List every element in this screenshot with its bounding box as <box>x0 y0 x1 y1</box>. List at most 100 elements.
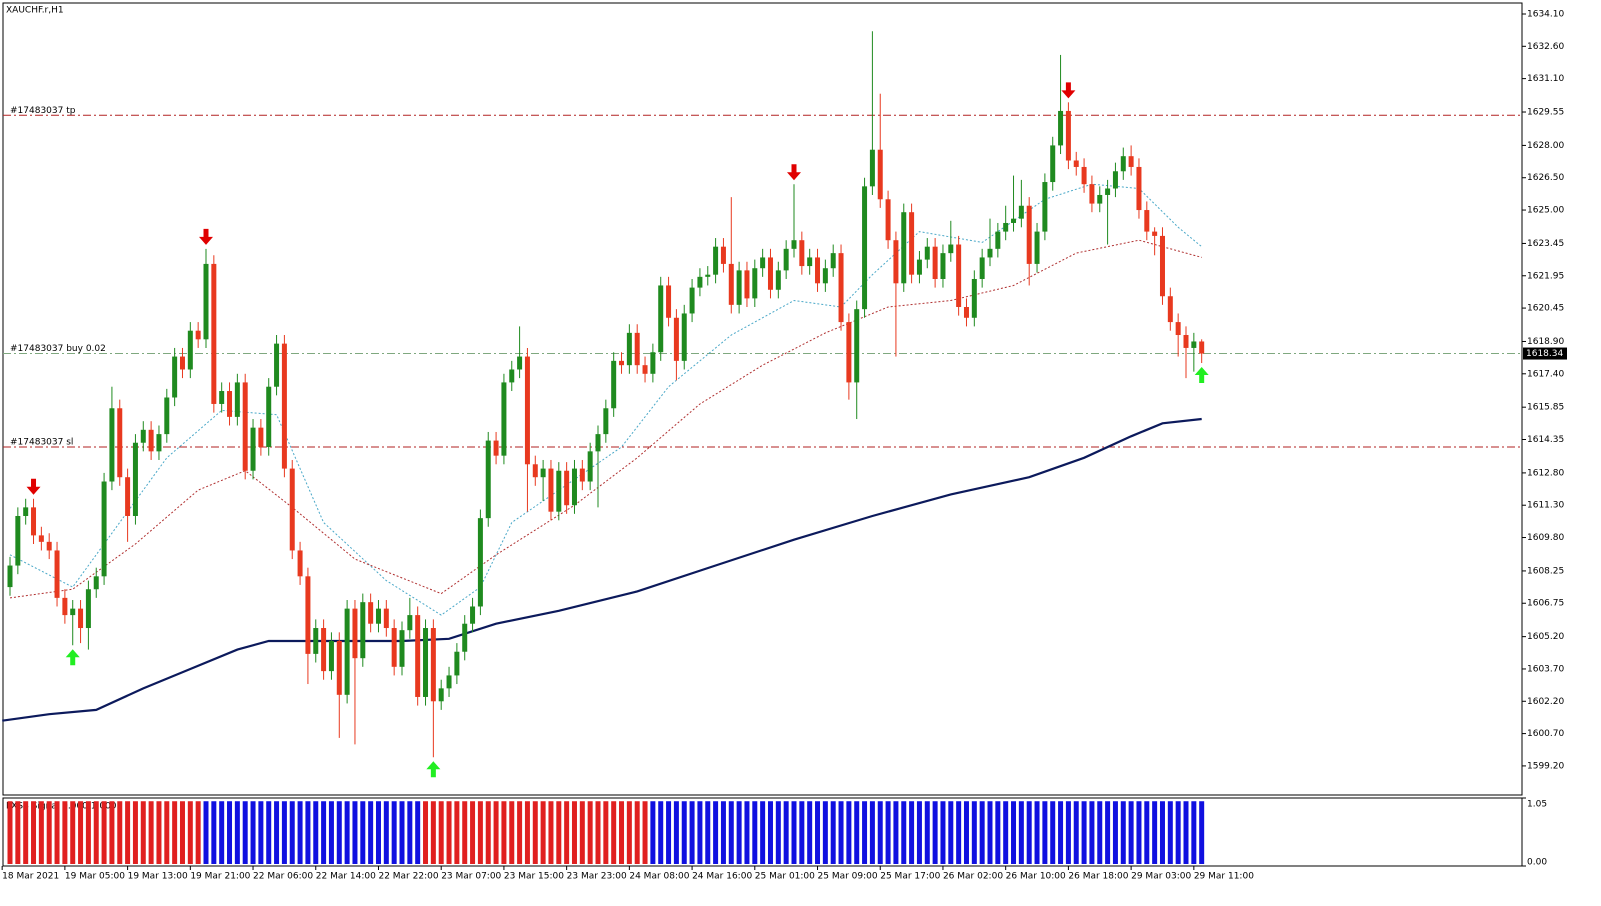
signal-bar <box>430 801 436 864</box>
candle-body <box>626 332 632 366</box>
candle-body <box>1159 235 1165 297</box>
candle-body <box>462 623 468 652</box>
y-tick-label: 1609.80 <box>1527 533 1564 543</box>
candle-body <box>783 248 789 271</box>
chart-title: XAUCHF.r,H1 <box>6 6 64 16</box>
signal-bar <box>470 801 476 864</box>
candle-body <box>1136 166 1142 211</box>
candle-body <box>7 565 13 588</box>
x-tick-label: 19 Mar 21:00 <box>190 872 250 882</box>
signal-bar <box>1112 801 1118 864</box>
candle-body <box>595 434 601 452</box>
y-tick-label: 1599.20 <box>1527 761 1564 771</box>
signal-bar <box>477 801 483 864</box>
candle-body <box>1011 218 1017 223</box>
candle-body <box>305 576 311 654</box>
signal-bar <box>172 801 178 864</box>
y-tick-label: 1628.00 <box>1527 141 1564 151</box>
y-tick-label: 1626.50 <box>1527 173 1564 183</box>
signal-bar <box>595 801 601 864</box>
candle-body <box>399 630 405 667</box>
candle-body <box>1183 335 1189 348</box>
y-tick-label: 1623.45 <box>1527 239 1564 249</box>
candle-body <box>46 541 52 551</box>
signal-bar <box>93 801 99 864</box>
signal-bar <box>916 801 922 864</box>
x-tick-label: 29 Mar 03:00 <box>1131 872 1191 882</box>
candle-body <box>642 365 648 374</box>
x-tick-label: 19 Mar 05:00 <box>65 872 125 882</box>
candle-body <box>477 518 483 607</box>
candle-body <box>336 640 342 695</box>
signal-bar <box>540 801 546 864</box>
signal-bar <box>132 801 138 864</box>
candle-body <box>681 313 687 361</box>
candle-body <box>689 287 695 314</box>
candle-body <box>485 440 491 519</box>
order-label: #17483037 buy 0.02 <box>10 344 106 354</box>
signal-bar <box>360 801 366 864</box>
signal-bar <box>509 801 515 864</box>
y-tick-label: 1625.00 <box>1527 206 1564 216</box>
candle-body <box>23 507 29 516</box>
candle-body <box>211 263 217 404</box>
candle-body <box>807 257 813 267</box>
candle-body <box>956 244 962 308</box>
x-tick-label: 23 Mar 23:00 <box>567 872 627 882</box>
candle-body <box>454 651 460 676</box>
signal-bar <box>54 801 60 864</box>
signal-bar <box>909 801 915 864</box>
signal-bar <box>164 801 170 864</box>
signal-bar <box>399 801 405 864</box>
candle-body <box>501 382 507 456</box>
signal-bar <box>1065 801 1071 864</box>
candle-body <box>579 468 585 482</box>
y-tick-label: 1602.20 <box>1527 697 1564 707</box>
x-tick-label: 25 Mar 09:00 <box>818 872 878 882</box>
signal-bar <box>211 801 217 864</box>
signal-bar <box>1018 801 1024 864</box>
candle-body <box>1112 171 1118 189</box>
signal-bar <box>626 801 632 864</box>
signal-bar <box>140 801 146 864</box>
candle-body <box>172 356 178 398</box>
x-tick-label: 24 Mar 16:00 <box>692 872 752 882</box>
signal-bar <box>383 801 389 864</box>
candle-body <box>822 268 828 284</box>
candle-body <box>415 615 421 697</box>
indicator-title: FXSS Signal 0.000 1.000 <box>6 802 117 812</box>
candle-body <box>1167 296 1173 323</box>
x-tick-label: 22 Mar 06:00 <box>253 872 313 882</box>
signal-bar <box>242 801 248 864</box>
candle-body <box>548 468 554 512</box>
signal-bar <box>1058 801 1064 864</box>
candle-body <box>775 270 781 290</box>
signal-bar <box>423 801 429 864</box>
x-tick-label: 18 Mar 2021 <box>2 872 59 882</box>
signal-bar <box>1128 801 1134 864</box>
signal-bar <box>446 801 452 864</box>
price-tag-bg <box>1523 347 1567 360</box>
candle-body <box>524 356 530 465</box>
candle-body <box>1152 231 1158 236</box>
candle-body <box>132 442 138 516</box>
candle-body <box>705 274 711 277</box>
signal-bar <box>375 801 381 864</box>
y-tick-label: 1608.25 <box>1527 566 1564 576</box>
signal-bar <box>720 801 726 864</box>
candle-body <box>932 246 938 279</box>
signal-bar <box>1152 801 1158 864</box>
signal-bar <box>963 801 969 864</box>
candle-body <box>1120 156 1126 172</box>
signal-bar <box>799 801 805 864</box>
signal-bar <box>556 801 562 864</box>
signal-bar <box>23 801 29 864</box>
signal-bar <box>932 801 938 864</box>
signal-bar <box>148 801 154 864</box>
candle-body <box>1105 188 1111 195</box>
candle-body <box>1128 156 1134 167</box>
signal-bar <box>987 801 993 864</box>
signal-bar <box>454 801 460 864</box>
signal-bar <box>713 801 719 864</box>
